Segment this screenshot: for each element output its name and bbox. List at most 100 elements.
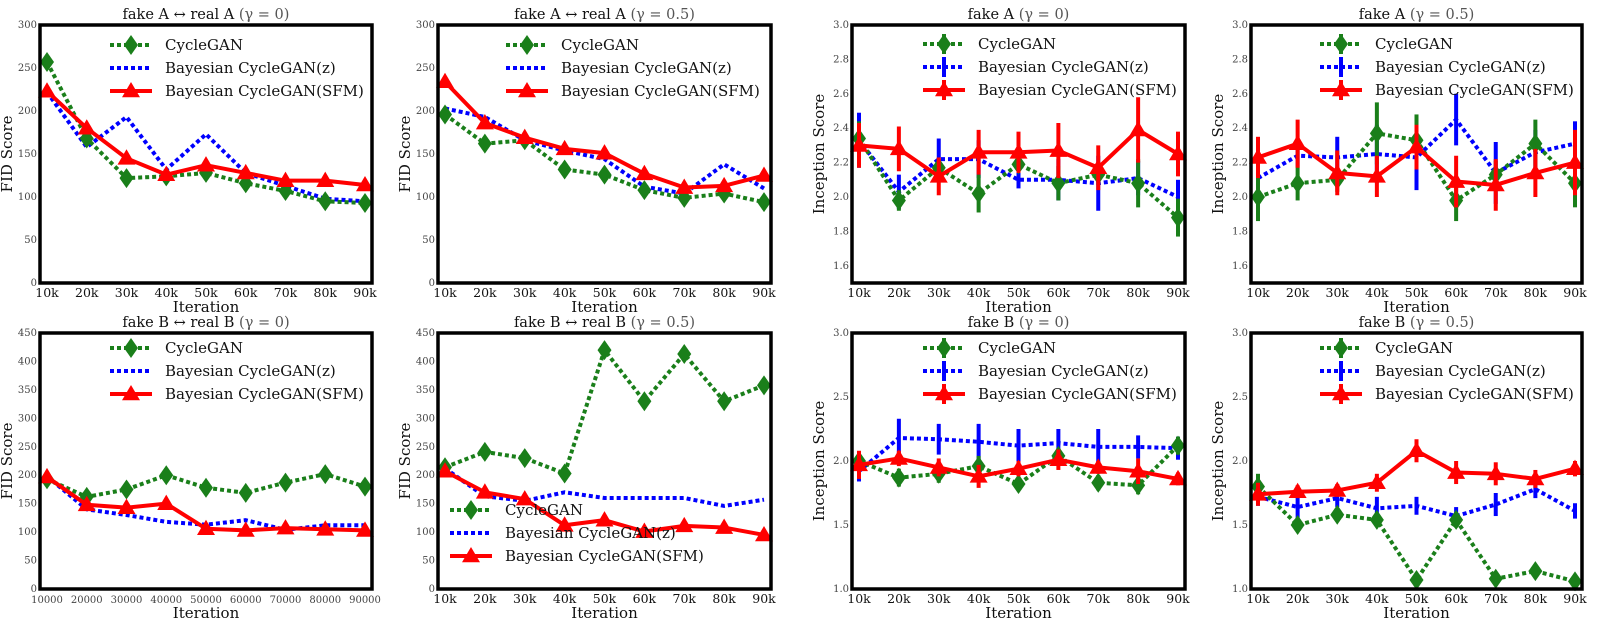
legend-diamond-marker <box>937 34 951 54</box>
series-bayesian-cyclegan-sfm- <box>1249 439 1584 506</box>
data-point-diamond <box>1131 475 1146 496</box>
x-tick-label: 70k <box>673 285 697 300</box>
y-tick-label: 50 <box>422 556 435 567</box>
data-point-triangle <box>515 490 534 506</box>
legend-item: Bayesian CycleGAN(z) <box>506 59 732 77</box>
y-tick-label: 1.8 <box>1232 226 1248 237</box>
data-point-diamond <box>438 104 452 125</box>
legend-label: Bayesian CycleGAN(z) <box>978 362 1149 380</box>
data-point-diamond <box>477 441 492 462</box>
legend-item: Bayesian CycleGAN(SFM) <box>450 547 704 565</box>
legend-triangle-marker <box>1332 385 1350 401</box>
x-tick-label: 20k <box>1286 591 1310 606</box>
x-tick-label: 60k <box>1047 591 1071 606</box>
x-tick-label: 80k <box>712 591 736 606</box>
data-point-triangle <box>675 178 694 194</box>
plot-frame <box>436 23 773 285</box>
legend-label: Bayesian CycleGAN(z) <box>561 59 732 77</box>
data-point-triangle <box>1249 148 1267 164</box>
legend-label: CycleGAN <box>165 339 243 357</box>
data-point-triangle <box>1288 134 1307 150</box>
y-tick-label: 0 <box>31 278 37 289</box>
data-point-triangle <box>77 119 96 135</box>
data-point-diamond <box>557 463 572 484</box>
legend-triangle-marker <box>518 82 536 98</box>
data-point-diamond <box>1131 173 1146 194</box>
y-tick-label: 2.8 <box>1232 54 1248 65</box>
data-point-triangle <box>117 149 136 165</box>
data-point-triangle <box>1129 120 1148 137</box>
x-tick-label: 30k <box>927 285 951 300</box>
plot-area <box>40 25 372 283</box>
y-tick-label: 2.0 <box>833 192 849 203</box>
data-point-triangle <box>1566 153 1584 169</box>
y-tick-label: 150 <box>416 149 435 160</box>
legend-label: Bayesian CycleGAN(SFM) <box>1375 385 1574 403</box>
legend: CycleGAN Bayesian CycleGAN(z) Bayesian Cyc… <box>923 34 1177 100</box>
legend-item: Bayesian CycleGAN(SFM) <box>1320 80 1574 100</box>
data-point-diamond <box>1568 571 1582 592</box>
legend-item: Bayesian CycleGAN(SFM) <box>923 80 1177 100</box>
data-point-triangle <box>595 144 614 160</box>
series-line <box>443 466 765 508</box>
data-point-triangle <box>356 175 374 192</box>
series-line <box>858 444 1180 488</box>
data-point-triangle <box>1526 469 1545 486</box>
y-axis-label: FID Score <box>396 422 414 499</box>
data-point-triangle <box>515 128 534 144</box>
x-tick-label: 10k <box>35 285 59 300</box>
y-tick-label: 1.5 <box>833 520 849 531</box>
y-tick-label: 450 <box>416 328 435 339</box>
legend-label: CycleGAN <box>165 36 243 54</box>
x-tick-label: 80000 <box>309 595 341 606</box>
data-point-triangle <box>1169 145 1187 161</box>
data-point-diamond <box>318 191 333 212</box>
x-tick-label: 70k <box>1087 591 1111 606</box>
x-tick-label: 60000 <box>230 595 262 606</box>
y-tick-label: 150 <box>18 149 37 160</box>
data-point-diamond <box>891 467 906 488</box>
y-tick-label: 0 <box>429 584 435 595</box>
legend-item: Bayesian CycleGAN(z) <box>923 361 1149 381</box>
series-line <box>1256 485 1576 584</box>
plot-frame <box>1249 23 1584 285</box>
x-tick-label: 70k <box>1484 591 1508 606</box>
y-tick-label: 300 <box>18 413 37 424</box>
legend-item: CycleGAN <box>110 35 243 55</box>
data-point-triangle <box>595 511 614 527</box>
data-point-diamond <box>1171 435 1185 456</box>
y-axis-label: FID Score <box>396 115 414 192</box>
legend-label: Bayesian CycleGAN(SFM) <box>978 81 1177 99</box>
x-tick-label: 70000 <box>270 595 302 606</box>
legend-label: Bayesian CycleGAN(z) <box>505 524 676 542</box>
chart-title: fake B ↔ real B (γ = 0.5) <box>514 315 695 331</box>
legend-label: Bayesian CycleGAN(SFM) <box>505 547 704 565</box>
legend: CycleGAN Bayesian CycleGAN(z) Bayesian Cyc… <box>506 35 760 100</box>
y-tick-label: 2.6 <box>1232 89 1248 100</box>
data-point-diamond <box>1091 472 1106 493</box>
data-point-diamond <box>1449 509 1464 530</box>
x-axis-label: Iteration <box>1383 604 1450 622</box>
y-tick-label: 350 <box>416 385 435 396</box>
y-tick-label: 0 <box>429 278 435 289</box>
data-point-triangle <box>635 522 654 538</box>
x-tick-label: 20k <box>75 285 99 300</box>
y-tick-label: 150 <box>416 499 435 510</box>
legend-label: CycleGAN <box>978 35 1056 53</box>
chart-title-main: fake B ↔ real B <box>122 315 234 331</box>
x-tick-label: 20k <box>473 591 497 606</box>
y-axis-label: Inception Score <box>810 401 828 522</box>
legend-item: Bayesian CycleGAN(z) <box>450 524 676 542</box>
x-tick-label: 40k <box>1365 591 1389 606</box>
x-axis-label: Iteration <box>985 604 1052 622</box>
chart-fid-a-g05: fake A ↔ real A (γ = 0.5) 0 50 100 150 200 250… <box>396 7 776 316</box>
data-point-triangle <box>276 171 295 187</box>
y-tick-label: 50 <box>422 235 435 246</box>
y-tick-label: 100 <box>416 192 435 203</box>
x-axis-label: Iteration <box>571 604 638 622</box>
y-tick-label: 2.0 <box>1232 192 1248 203</box>
y-tick-label: 50 <box>24 235 37 246</box>
data-point-triangle <box>1249 485 1267 501</box>
legend-item: CycleGAN <box>1320 34 1453 54</box>
series-line <box>443 112 765 205</box>
